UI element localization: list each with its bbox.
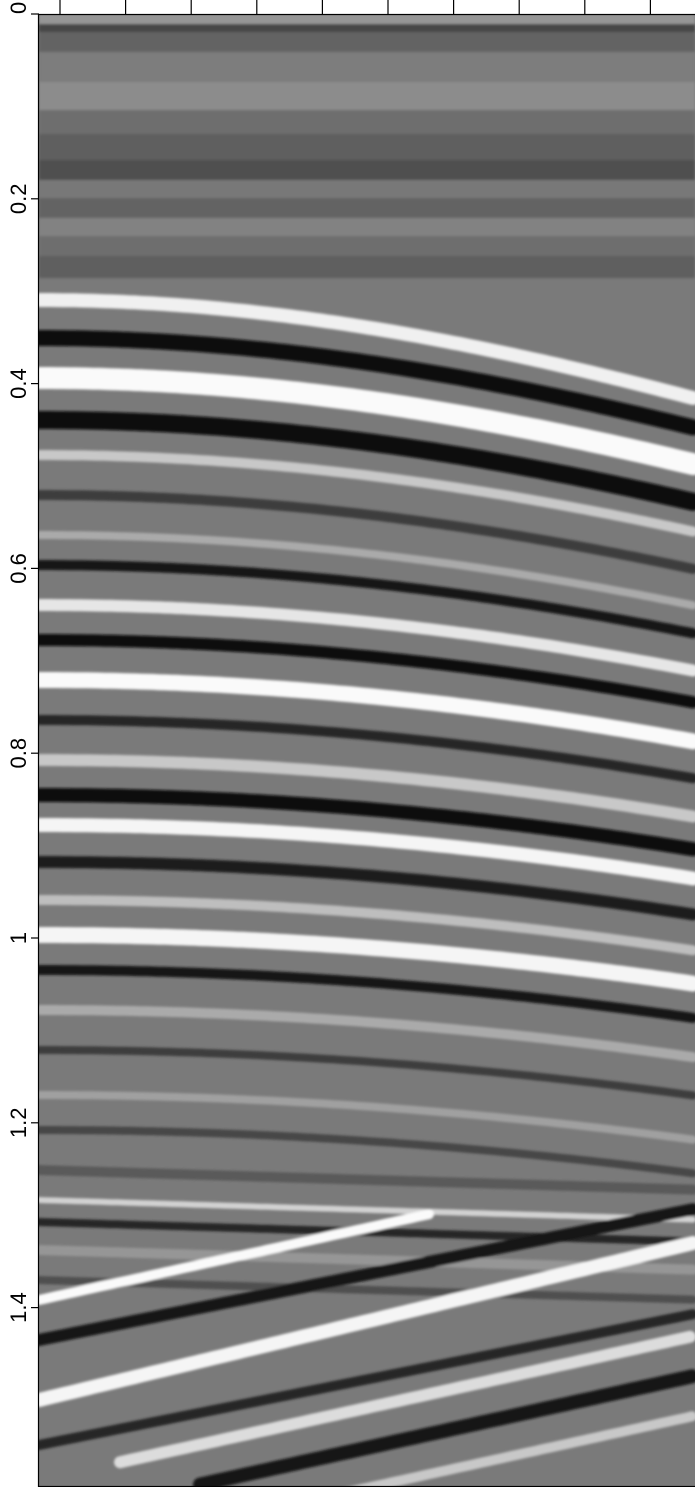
reflection-event — [39, 788, 695, 857]
horizontal-band — [39, 180, 695, 198]
reflection-event — [39, 1091, 695, 1144]
y-tick-label: 1 — [6, 932, 31, 944]
seismic-events — [39, 14, 695, 1487]
reflection-event — [39, 1236, 695, 1407]
y-tick-label: 0.2 — [6, 184, 31, 215]
reflection-event — [39, 634, 695, 709]
reflection-event — [114, 1330, 695, 1469]
horizontal-band — [39, 14, 695, 24]
reflection-event — [39, 330, 695, 436]
reflection-event — [39, 1276, 695, 1304]
horizontal-band — [39, 236, 695, 256]
reflection-event — [39, 1209, 434, 1305]
reflection-event — [39, 1203, 695, 1346]
reflection-event — [39, 560, 695, 639]
reflection-event — [39, 531, 695, 610]
y-tick-label: 1.4 — [6, 1292, 31, 1323]
reflection-event — [193, 1369, 695, 1487]
reflection-event — [39, 1005, 695, 1063]
reflection-event — [39, 715, 695, 784]
reflection-event — [39, 599, 695, 677]
reflection-event — [39, 927, 695, 992]
reflection-event — [39, 1165, 695, 1195]
y-axis: 0 0.2 0.4 0.6 0.8 1 1.2 1.4 — [6, 2, 39, 1323]
horizontal-band — [39, 82, 695, 110]
reflection-event — [39, 1046, 695, 1100]
horizontal-band — [39, 160, 695, 180]
y-tick-label: 0 — [6, 2, 31, 14]
reflection-event — [39, 818, 695, 886]
horizontal-band — [39, 198, 695, 218]
reflection-event — [39, 367, 695, 476]
reflection-event — [39, 411, 695, 511]
reflection-event — [39, 856, 695, 921]
y-tick-label: 1.2 — [6, 1108, 31, 1139]
reflection-event — [39, 1197, 695, 1223]
reflection-event — [39, 1309, 695, 1450]
reflection-event — [39, 1126, 695, 1178]
x-axis-ticks — [59, 0, 652, 14]
horizontal-band — [39, 218, 695, 236]
reflection-event — [39, 965, 695, 1023]
reflection-event — [39, 490, 695, 574]
reflection-event — [39, 450, 695, 537]
horizontal-band — [39, 134, 695, 160]
reflection-event — [39, 293, 695, 405]
seismic-image — [39, 14, 695, 1487]
horizontal-band — [39, 110, 695, 134]
y-tick-label: 0.6 — [6, 553, 31, 584]
horizontal-band — [39, 24, 695, 32]
horizontal-band — [39, 256, 695, 278]
horizontal-band — [39, 32, 695, 52]
y-tick-label: 0.4 — [6, 368, 31, 399]
reflection-event — [39, 672, 695, 750]
reflection-event — [347, 1411, 695, 1487]
horizontal-band — [39, 52, 695, 82]
reflection-event — [39, 895, 695, 956]
reflection-event — [39, 754, 695, 823]
y-tick-label: 0.8 — [6, 738, 31, 769]
